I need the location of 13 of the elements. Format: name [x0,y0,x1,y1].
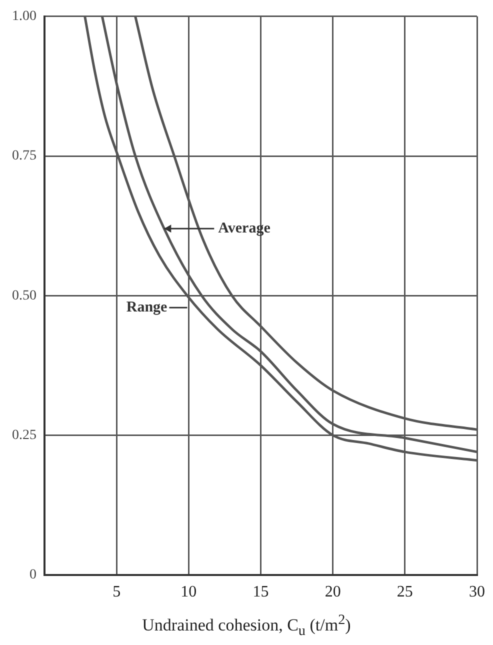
y-tick-label: 0.25 [12,428,36,443]
x-tick-label: 30 [469,584,485,601]
x-axis-title: Undrained cohesion, C$_{u}$ (t/m$^{2}$) [141,612,352,640]
x-tick-label: 15 [252,584,269,601]
x-tick-label: 25 [396,584,413,601]
y-tick-label: 0.50 [12,288,36,304]
y-tick-label: 1.00 [12,9,36,24]
y-tick-label: 0.75 [12,148,36,164]
x-tick-label: 5 [112,584,121,601]
y-tick-label: 0 [30,567,36,582]
x-tick-label: 10 [180,584,197,601]
x-tick-label: 20 [324,584,341,601]
annotation: Range [126,299,168,316]
